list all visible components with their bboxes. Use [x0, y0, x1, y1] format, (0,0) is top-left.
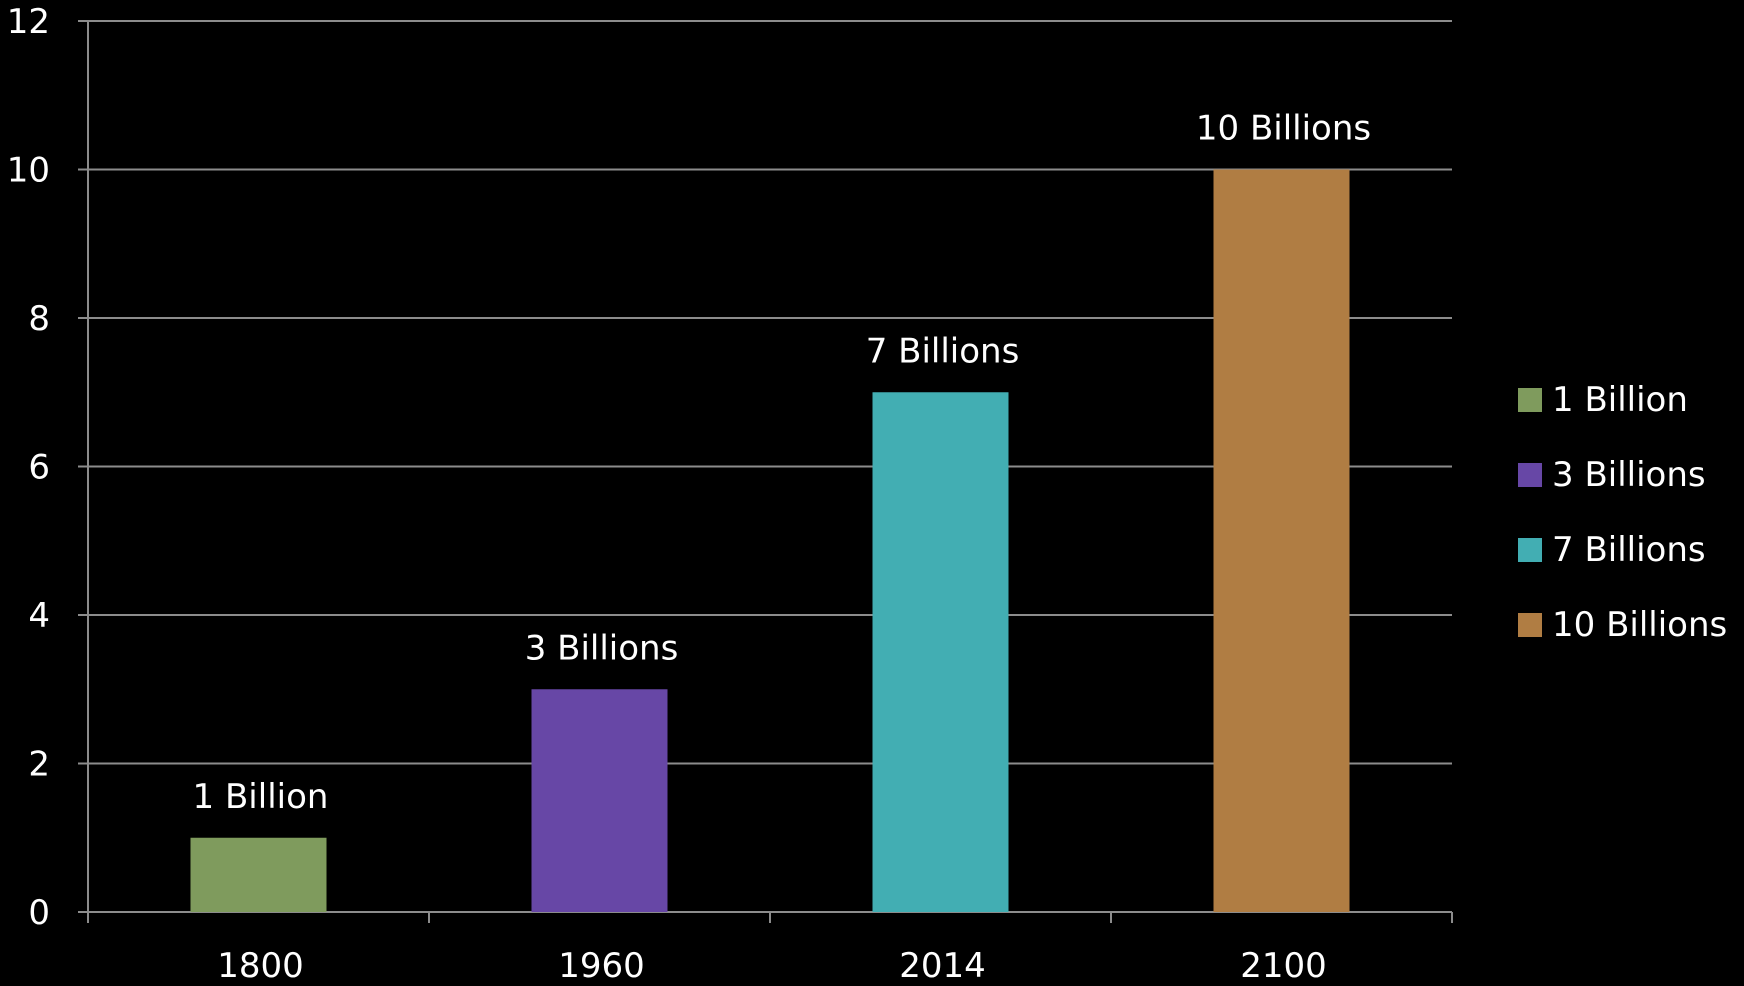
legend-swatch: [1518, 612, 1542, 637]
x-tick-label-1800: 1800: [217, 946, 304, 986]
y-tick-label: 10: [7, 151, 50, 191]
data-label-2014: 7 Billions: [866, 331, 1020, 371]
legend-item: 7 Billions: [1518, 512, 1727, 587]
bars: 1 Billion 3 Billions 7 Billions 10 Billions: [190, 109, 1371, 912]
y-tick-label: 6: [28, 448, 50, 488]
legend-label: 7 Billions: [1552, 529, 1706, 570]
bar-1800: [190, 837, 327, 912]
data-label-1800: 1 Billion: [193, 777, 329, 817]
bar-1960: [531, 689, 668, 912]
legend-item: 3 Billions: [1518, 437, 1727, 512]
legend-swatch: [1518, 462, 1542, 487]
legend-item: 1 Billion: [1518, 362, 1727, 437]
legend-swatch: [1518, 387, 1542, 412]
y-tick-label: 12: [7, 2, 50, 42]
bar-2100: [1213, 169, 1350, 912]
legend: 1 Billion 3 Billions 7 Billions 10 Billions: [1518, 362, 1727, 662]
x-tick-label-2100: 2100: [1240, 946, 1327, 986]
bar-2014: [872, 392, 1009, 912]
y-tick-label: 8: [28, 299, 50, 339]
y-tick-label: 2: [28, 745, 50, 785]
y-tick-label: 4: [28, 596, 50, 636]
legend-label: 3 Billions: [1552, 454, 1706, 495]
legend-swatch: [1518, 537, 1542, 562]
legend-label: 10 Billions: [1552, 604, 1728, 645]
x-axis-ticks: 1800 1960 2014 2100: [87, 912, 1453, 986]
x-tick-label-2014: 2014: [899, 946, 986, 986]
data-label-2100: 10 Billions: [1196, 109, 1371, 149]
y-axis-ticks: 0 2 4 6 8 10 12: [7, 2, 88, 933]
y-tick-label: 0: [28, 893, 50, 933]
data-label-1960: 3 Billions: [525, 628, 679, 668]
legend-label: 1 Billion: [1552, 379, 1688, 420]
legend-item: 10 Billions: [1518, 587, 1727, 662]
x-tick-label-1960: 1960: [558, 946, 645, 986]
